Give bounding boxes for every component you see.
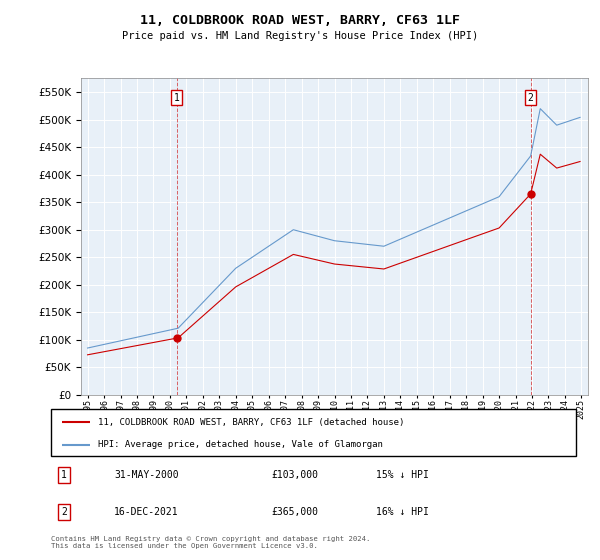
Text: 31-MAY-2000: 31-MAY-2000	[114, 470, 179, 480]
Text: 1: 1	[174, 92, 179, 102]
Text: 1: 1	[61, 470, 67, 480]
Text: 15% ↓ HPI: 15% ↓ HPI	[377, 470, 430, 480]
Text: 11, COLDBROOK ROAD WEST, BARRY, CF63 1LF (detached house): 11, COLDBROOK ROAD WEST, BARRY, CF63 1LF…	[98, 418, 404, 427]
Text: HPI: Average price, detached house, Vale of Glamorgan: HPI: Average price, detached house, Vale…	[98, 440, 383, 449]
Text: Contains HM Land Registry data © Crown copyright and database right 2024.
This d: Contains HM Land Registry data © Crown c…	[51, 536, 370, 549]
Text: £103,000: £103,000	[271, 470, 319, 480]
Text: 16-DEC-2021: 16-DEC-2021	[114, 507, 179, 517]
Text: 16% ↓ HPI: 16% ↓ HPI	[377, 507, 430, 517]
Text: 11, COLDBROOK ROAD WEST, BARRY, CF63 1LF: 11, COLDBROOK ROAD WEST, BARRY, CF63 1LF	[140, 14, 460, 27]
Text: 2: 2	[61, 507, 67, 517]
Text: 2: 2	[528, 92, 533, 102]
Text: £365,000: £365,000	[271, 507, 319, 517]
Text: Price paid vs. HM Land Registry's House Price Index (HPI): Price paid vs. HM Land Registry's House …	[122, 31, 478, 41]
FancyBboxPatch shape	[51, 409, 576, 456]
